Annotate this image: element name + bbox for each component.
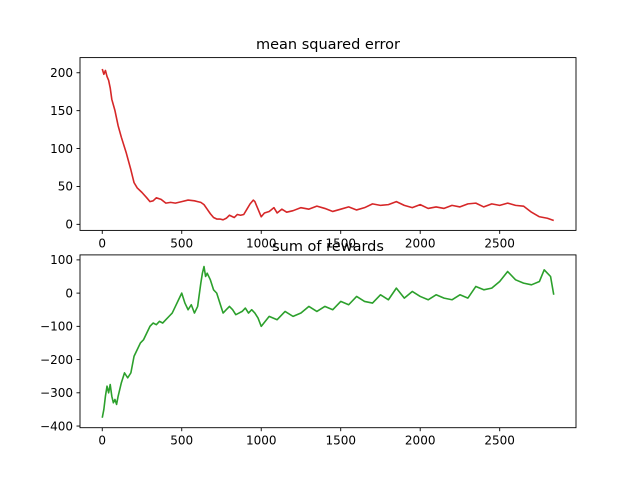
rewards-y-tick-label: −300 xyxy=(40,386,73,400)
rewards-y-tick-label: −200 xyxy=(40,353,73,367)
mse-x-ticks: 0 500 1000 1500 2000 2500 xyxy=(98,230,515,250)
rewards-y-ticks: −400 −300 −200 −100 0 100 xyxy=(40,253,80,433)
rewards-y-tick-label: −100 xyxy=(40,320,73,334)
rewards-y-tick-label: −400 xyxy=(40,419,73,433)
mse-series-group xyxy=(101,68,555,222)
rewards-y-tick-label: 0 xyxy=(65,286,73,300)
rewards-y-tick-label: 100 xyxy=(50,253,73,267)
mse-y-tick-label: 0 xyxy=(65,218,73,232)
rewards-series-line-0 xyxy=(101,265,555,418)
rewards-x-tick-label: 2000 xyxy=(405,434,436,448)
mse-axes-frame xyxy=(79,57,577,231)
mse-series-line-0 xyxy=(101,68,555,222)
rewards-x-tick-label: 1000 xyxy=(246,434,277,448)
mse-x-tick-label: 1500 xyxy=(325,236,356,250)
rewards-x-ticks: 0 500 1000 1500 2000 2500 xyxy=(98,427,515,448)
mse-y-tick-label: 50 xyxy=(58,180,73,194)
mse-x-tick-label: 0 xyxy=(98,236,106,250)
mse-x-tick-label: 2000 xyxy=(405,236,436,250)
mse-y-tick-label: 100 xyxy=(50,142,73,156)
mse-x-tick-label: 500 xyxy=(170,236,193,250)
rewards-x-tick-label: 0 xyxy=(98,434,106,448)
mse-title: mean squared error xyxy=(256,37,400,53)
rewards-x-tick-label: 1500 xyxy=(325,434,356,448)
mse-panel: 0 500 1000 1500 2000 2500 0 50 100 150 200 mean s… xyxy=(50,37,577,250)
rewards-axes-frame xyxy=(79,254,577,429)
rewards-panel: 0 500 1000 1500 2000 2500 −400−300−200−100010… xyxy=(40,239,577,448)
mse-y-tick-label: 150 xyxy=(50,104,73,118)
rewards-x-tick-label: 500 xyxy=(170,434,193,448)
mse-x-tick-label: 1000 xyxy=(246,236,277,250)
rewards-series-group xyxy=(101,265,555,418)
rewards-title: sum of rewards xyxy=(272,239,384,255)
mse-y-tick-label: 200 xyxy=(50,66,73,80)
mse-x-tick-label: 2500 xyxy=(484,236,515,250)
rewards-x-tick-label: 2500 xyxy=(484,434,515,448)
mse-y-ticks: 0 50 100 150 200 xyxy=(50,66,80,232)
